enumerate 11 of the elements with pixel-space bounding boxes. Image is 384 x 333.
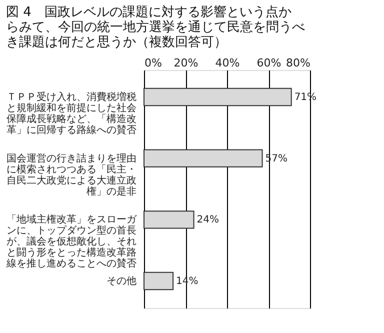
y-tick-label: その他 xyxy=(106,275,136,288)
x-tick-label: 0% xyxy=(144,56,162,70)
x-tick-label: 60% xyxy=(256,56,282,70)
y-tick-label: 国会運営の行き詰まりを理由に模索されつつある「民主・自民二大政党による大連立政権」の是非 xyxy=(6,152,136,198)
x-tick-label: 20% xyxy=(174,56,198,70)
x-tick-label: 80% xyxy=(286,56,310,70)
chart-title: 図 4 国政レベルの課題に対する影響という点からみて、今回の統一地方選挙を通じて民意を問うべき課題は何だと思うか（複数回答可） xyxy=(6,4,305,50)
y-tick-label: 「地域主権改革」をスローガンに、トップダウン型の首長が、議会を仮想敵化し、それと闘う形をとった構造改革路線を推し進めることへの賛否 xyxy=(6,214,138,270)
data-label: 24% xyxy=(196,214,220,226)
x-tick-label: 40% xyxy=(215,56,240,70)
y-tick-label: ＴＰＰ受け入れ、消費税増税と規制緩和を前提にした社会保障成長戦略など、「構造改革」に回帰する路線への賛否 xyxy=(6,90,136,136)
